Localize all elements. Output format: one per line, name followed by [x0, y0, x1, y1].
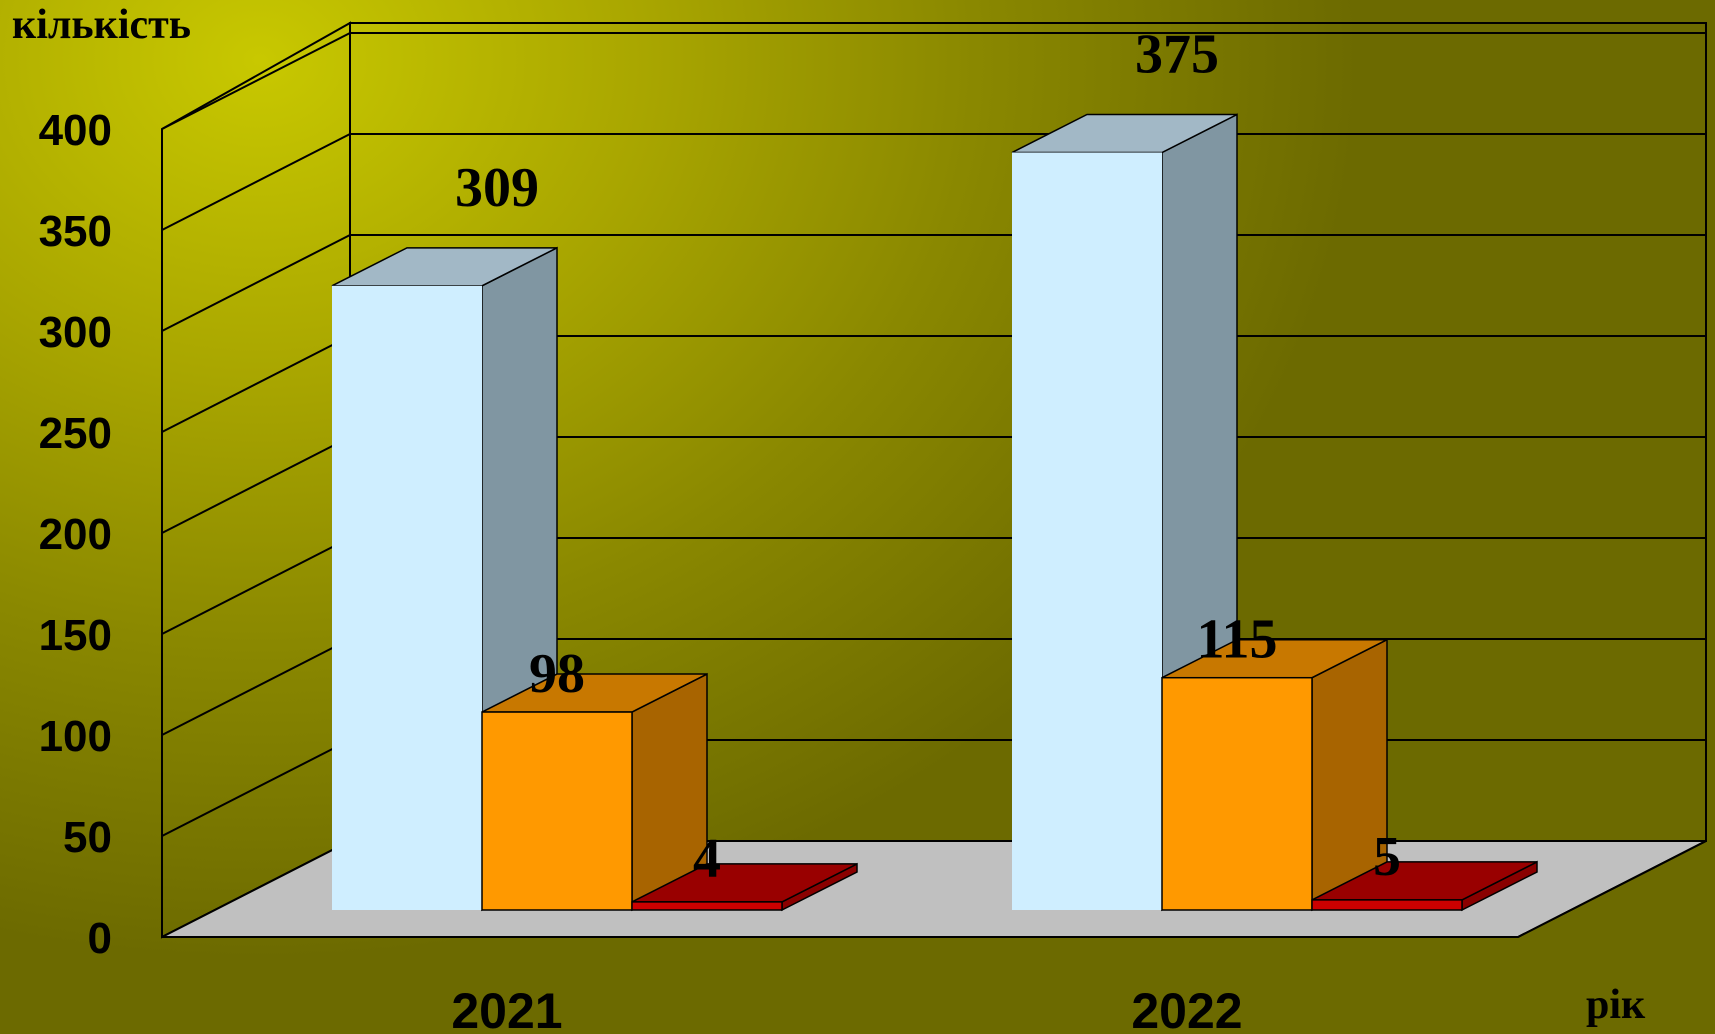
- bar-2022-1: [1161, 638, 1388, 912]
- y-tick-label: 150: [39, 611, 112, 660]
- data-label: 4: [693, 828, 721, 890]
- bar-front: [332, 285, 482, 910]
- bar-2021-0: [331, 246, 558, 912]
- bar-2021-2: [631, 862, 858, 912]
- bar-2021-1: [481, 672, 708, 912]
- x-tick-label: 2021: [451, 983, 562, 1034]
- data-label: 98: [529, 643, 585, 705]
- gridline-side: [161, 133, 351, 231]
- gridline-side: [161, 638, 351, 736]
- y-tick-label: 50: [63, 813, 112, 862]
- bar-front: [1012, 152, 1162, 910]
- data-label: 5: [1373, 826, 1401, 888]
- bar-front: [481, 711, 633, 911]
- y-tick-label: 350: [39, 207, 112, 256]
- gridline-side: [161, 335, 351, 433]
- data-label: 375: [1135, 24, 1219, 86]
- data-label: 115: [1197, 609, 1278, 671]
- bars: [331, 113, 1538, 912]
- gridline-side: [161, 436, 351, 534]
- y-axis-title: кількість: [12, 2, 191, 48]
- x-tick-label: 2022: [1131, 983, 1242, 1034]
- data-label: 309: [455, 157, 539, 219]
- y-tick-label: 100: [39, 712, 112, 761]
- y-tick-label: 200: [39, 510, 112, 559]
- gridline-side: [161, 234, 351, 332]
- y-tick-label: 250: [39, 409, 112, 458]
- bar-front: [631, 901, 783, 911]
- y-tick-label: 300: [39, 308, 112, 357]
- bar-front: [1311, 899, 1463, 911]
- y-axis-ticks: 0 50 100 150 200 250 300 350 400: [39, 106, 112, 963]
- gridline-side: [161, 739, 351, 837]
- side-wall: [161, 21, 351, 939]
- floor-edge: [1517, 840, 1707, 938]
- y-tick-label: 400: [39, 106, 112, 155]
- bar-2022-2: [1311, 860, 1538, 912]
- bar-front: [1161, 676, 1313, 911]
- y-tick-label: 0: [88, 914, 112, 963]
- gridline-side: [161, 537, 351, 635]
- x-axis-ticks: 2021 2022: [451, 983, 1242, 1034]
- x-axis-title: рік: [1586, 982, 1646, 1028]
- data-labels: 309 98 4 375 115 5: [455, 24, 1401, 890]
- gridline-side: [161, 32, 351, 130]
